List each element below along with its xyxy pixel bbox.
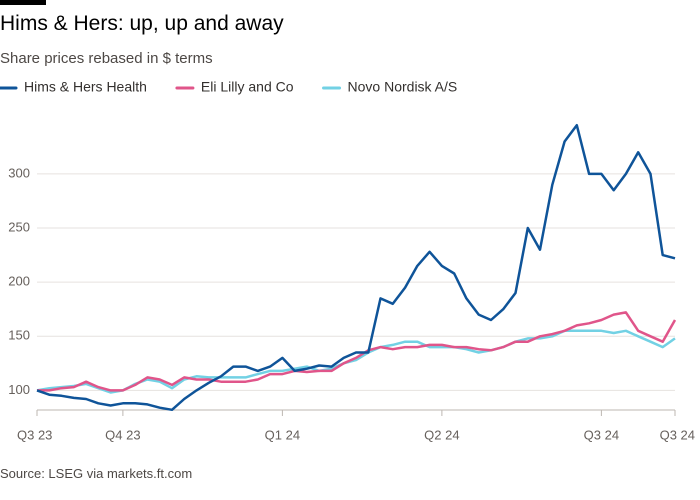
legend-label: Hims & Hers Health [24,79,147,95]
x-tick-label: Q3 24 [660,427,695,442]
chart-subtitle: Share prices rebased in $ terms [0,50,213,67]
series-line [36,329,676,394]
series-line [37,311,677,392]
x-tick-label: Q4 23 [105,427,140,442]
y-tick-label: 250 [8,219,30,234]
y-tick-label: 200 [8,274,30,289]
y-tick-label: 150 [8,328,30,343]
legend: Hims & Hers Health Eli Lilly and Co Novo N… [0,79,457,95]
y-tick-label: 300 [8,165,30,180]
x-tick-label: Q3 23 [17,427,52,442]
legend-label: Eli Lilly and Co [201,79,294,95]
x-tick-label: Q2 24 [424,427,459,442]
series-line [36,123,676,412]
x-tick-label: Q3 24 [584,427,619,442]
source: Source: LSEG via markets.ft.com [0,466,192,481]
x-tick-label: Q1 24 [265,427,300,442]
chart-title: Hims & Hers: up, up and away [0,12,284,35]
y-tick-label: 100 [8,382,30,397]
legend-label: Novo Nordisk A/S [348,79,458,95]
brand-bar [0,0,46,5]
